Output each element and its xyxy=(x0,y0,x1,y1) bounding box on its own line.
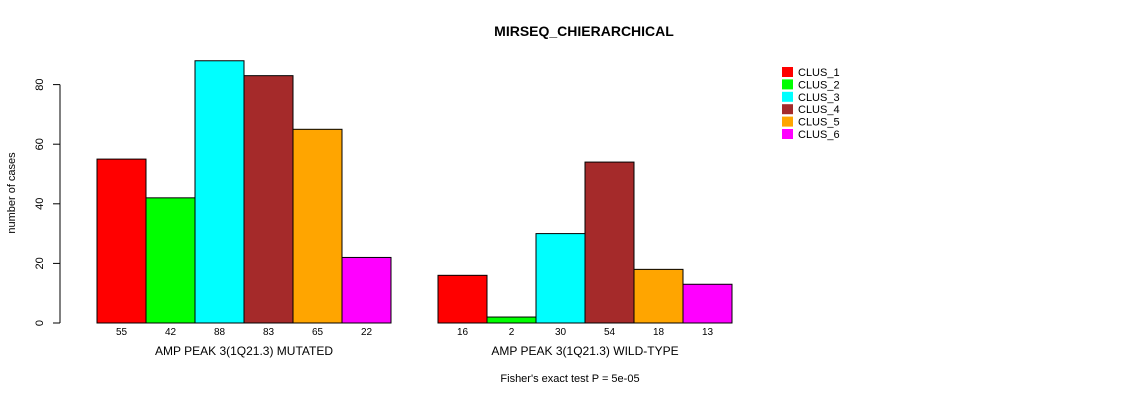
footnote: Fisher's exact test P = 5e-05 xyxy=(500,373,639,385)
bar xyxy=(145,197,196,324)
bar xyxy=(292,128,343,324)
chart-title: MIRSEQ_CHIERARCHICAL xyxy=(494,23,674,39)
legend-label: CLUS_1 xyxy=(798,67,840,79)
y-tick-label: 0 xyxy=(34,320,46,326)
legend-swatch xyxy=(782,67,793,77)
bar-value-label: 2 xyxy=(509,327,515,338)
group-label: AMP PEAK 3(1Q21.3) WILD-TYPE xyxy=(491,344,678,358)
bars: 55 42 88 83 65 22 AMP PEAK 3(1Q21.3) MUTATED 16… xyxy=(96,60,733,358)
bar-value-label: 65 xyxy=(312,327,324,338)
bar-value-label: 83 xyxy=(263,327,275,338)
legend-swatch xyxy=(782,129,793,139)
group-label: AMP PEAK 3(1Q21.3) MUTATED xyxy=(155,344,333,358)
bar-value-label: 55 xyxy=(116,327,128,338)
bar xyxy=(584,161,635,324)
legend-label: CLUS_6 xyxy=(798,129,840,141)
bar-value-label: 13 xyxy=(702,327,714,338)
bar xyxy=(682,283,733,324)
y-axis-label: number of cases xyxy=(6,152,18,234)
bar xyxy=(535,233,586,324)
y-tick-label: 60 xyxy=(34,138,46,150)
bar-value-label: 22 xyxy=(361,327,373,338)
legend-label: CLUS_2 xyxy=(798,79,840,91)
bar-value-label: 54 xyxy=(604,327,616,338)
legend-swatch xyxy=(782,116,793,127)
legend-label: CLUS_4 xyxy=(798,104,840,116)
legend-swatch xyxy=(782,79,793,90)
y-tick-label: 20 xyxy=(34,257,46,269)
bar-value-label: 16 xyxy=(457,327,469,338)
bar xyxy=(194,60,245,324)
bar xyxy=(486,316,537,324)
y-tick-label: 40 xyxy=(34,198,46,210)
bar xyxy=(437,274,488,324)
bar-value-label: 30 xyxy=(555,327,567,338)
legend-label: CLUS_5 xyxy=(798,117,840,129)
bar-value-label: 88 xyxy=(214,327,226,338)
bar xyxy=(243,75,294,324)
y-axis: 0 20 40 60 80 xyxy=(34,78,61,326)
legend-label: CLUS_3 xyxy=(798,92,840,104)
legend-swatch xyxy=(782,104,793,115)
bar xyxy=(633,268,684,324)
bar-value-label: 42 xyxy=(165,327,177,338)
bar xyxy=(341,256,392,324)
bar xyxy=(96,158,147,324)
legend-swatch xyxy=(782,91,793,102)
bar-value-label: 18 xyxy=(653,327,665,338)
y-tick-label: 80 xyxy=(34,78,46,90)
